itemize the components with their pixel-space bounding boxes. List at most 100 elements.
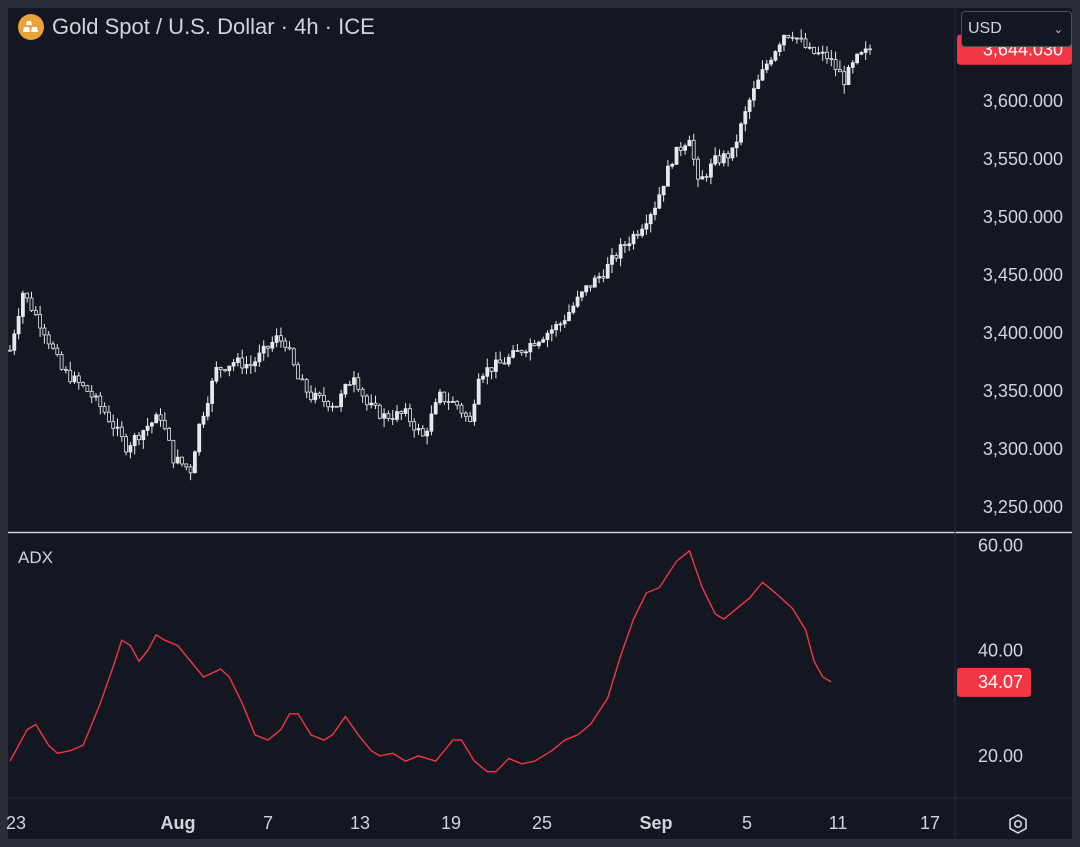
candle	[687, 135, 692, 147]
candle	[760, 60, 765, 82]
candle	[450, 396, 455, 403]
symbol-title[interactable]: Gold Spot / U.S. Dollar · 4h · ICE	[52, 14, 375, 39]
candle-body	[248, 364, 253, 367]
candle	[678, 141, 683, 157]
candle	[653, 201, 657, 221]
candle-body	[89, 390, 94, 398]
time-tick-label: 19	[441, 813, 461, 833]
candle	[180, 456, 184, 467]
candle-body	[799, 37, 804, 40]
candle	[562, 314, 567, 328]
candle	[46, 330, 51, 350]
settings-gear-icon[interactable]	[1004, 810, 1032, 838]
currency-select[interactable]: USD ⌄	[961, 11, 1072, 47]
candle-body	[270, 342, 275, 349]
candle	[364, 393, 369, 411]
candle	[119, 421, 124, 442]
time-tick-label: 7	[263, 813, 273, 833]
candle-body	[334, 405, 339, 408]
candle	[201, 411, 206, 429]
candle	[29, 291, 34, 313]
candle	[197, 423, 202, 456]
candle	[588, 285, 593, 292]
candle-body	[610, 255, 614, 265]
candle-body	[752, 88, 756, 101]
candle	[601, 269, 606, 283]
candle	[476, 373, 481, 406]
candle	[850, 60, 855, 74]
adx-tick-label: 20.00	[978, 746, 1023, 766]
candle-body	[863, 48, 868, 53]
candle-body	[261, 345, 266, 354]
candle	[438, 388, 442, 405]
candle-body	[119, 426, 124, 438]
candle-body	[687, 139, 692, 147]
candle	[635, 230, 640, 239]
candle	[816, 46, 821, 56]
candle-body	[343, 384, 348, 395]
candle-body	[760, 69, 765, 81]
adx-indicator-label[interactable]: ADX	[18, 548, 53, 567]
candle-body	[833, 59, 838, 70]
candle	[162, 412, 167, 431]
price-tick-label: 3,350.000	[983, 381, 1063, 401]
candle-body	[51, 343, 55, 349]
candle-body	[653, 207, 657, 215]
candle	[261, 340, 266, 361]
candle-body	[868, 48, 872, 51]
candle-body	[46, 334, 51, 345]
candle-body	[184, 463, 189, 468]
candle	[137, 432, 141, 446]
candle	[313, 387, 318, 404]
candle-body	[592, 277, 597, 288]
candle-body	[300, 378, 305, 381]
candle	[223, 368, 227, 373]
candle-body	[584, 285, 589, 293]
candle-body	[326, 401, 331, 408]
candle-body	[807, 46, 812, 49]
candle-body	[730, 147, 735, 159]
candle-body	[502, 362, 507, 365]
candle-body	[450, 400, 455, 403]
candle	[489, 367, 494, 380]
candle	[377, 403, 382, 420]
candle-body	[713, 155, 718, 165]
candle	[278, 327, 283, 348]
candle-body	[278, 335, 283, 342]
candle-body	[429, 413, 434, 432]
candle-body	[197, 423, 202, 453]
candle-body	[820, 51, 825, 54]
candle	[343, 383, 348, 398]
candle-body	[352, 377, 356, 385]
candle-body	[94, 395, 98, 398]
candle	[141, 429, 146, 449]
candle-body	[545, 332, 550, 341]
candle-body	[339, 393, 344, 408]
candle	[399, 410, 404, 421]
candle	[713, 147, 718, 167]
candle	[382, 408, 387, 428]
price-tick-label: 3,300.000	[983, 439, 1063, 459]
candle-body	[115, 426, 120, 429]
candle	[730, 147, 735, 161]
candle	[231, 359, 236, 372]
candle-body	[175, 456, 180, 464]
candle	[107, 405, 111, 423]
candle	[425, 427, 430, 445]
candle-body	[313, 392, 318, 401]
candle	[321, 387, 326, 407]
candle	[769, 56, 773, 67]
adx-tick-label: 60.00	[978, 536, 1023, 556]
price-tick-label: 3,550.000	[983, 149, 1063, 169]
candle	[94, 392, 98, 402]
candle	[773, 50, 778, 62]
candle	[515, 343, 520, 352]
candles-group	[8, 29, 872, 481]
candle-body	[188, 466, 193, 474]
candle	[459, 402, 464, 418]
candle-body	[790, 36, 795, 39]
candle	[175, 449, 180, 465]
candle	[420, 425, 425, 437]
candle-body	[855, 53, 859, 64]
